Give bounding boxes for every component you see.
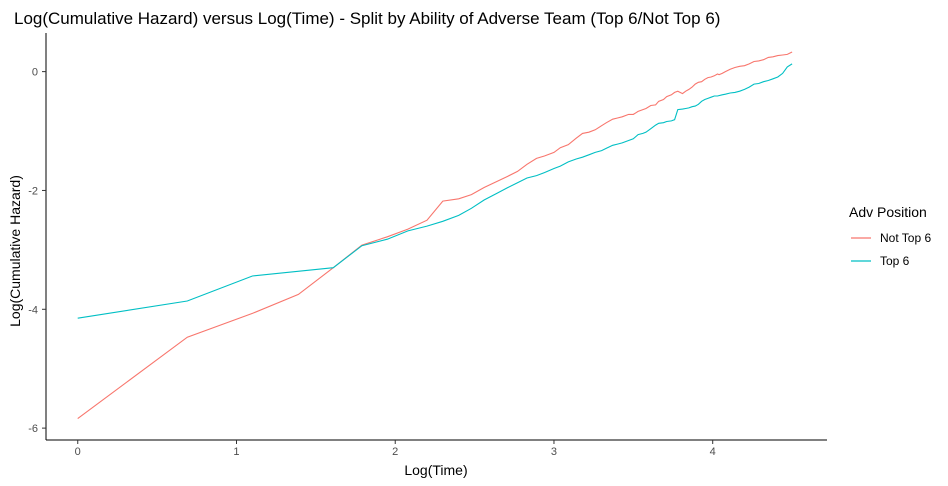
- series-line-top-6: [77, 63, 793, 319]
- x-tick-label: 3: [551, 446, 557, 458]
- x-axis-ticks: 0 1 2 3 4: [75, 440, 716, 458]
- x-tick-label: 4: [710, 446, 716, 458]
- x-tick-label: 0: [75, 446, 81, 458]
- series-layer: [77, 51, 793, 420]
- x-tick-label: 2: [392, 446, 398, 458]
- legend-label-top-6: Top 6: [880, 254, 910, 268]
- legend-items: Not Top 6 Top 6: [851, 231, 931, 268]
- y-tick-label: 0: [32, 67, 38, 79]
- series-line-not-top-6: [77, 51, 793, 420]
- y-tick-label: -2: [28, 185, 38, 197]
- chart-title: Log(Cumulative Hazard) versus Log(Time) …: [14, 9, 720, 28]
- legend-title: Adv Position: [849, 204, 927, 220]
- y-tick-label: -6: [28, 423, 38, 435]
- x-axis-title: Log(Time): [404, 462, 467, 478]
- legend-label-not-top-6: Not Top 6: [880, 231, 931, 245]
- y-tick-label: -4: [28, 304, 38, 316]
- legend: Adv Position Not Top 6 Top 6: [849, 204, 931, 268]
- x-tick-label: 1: [233, 446, 239, 458]
- plot-area: 0 1 2 3 4 -6 -4 -2 0: [28, 33, 827, 458]
- y-axis-title: Log(Cumulative Hazard): [7, 175, 23, 327]
- y-axis-ticks: -6 -4 -2 0: [28, 67, 46, 435]
